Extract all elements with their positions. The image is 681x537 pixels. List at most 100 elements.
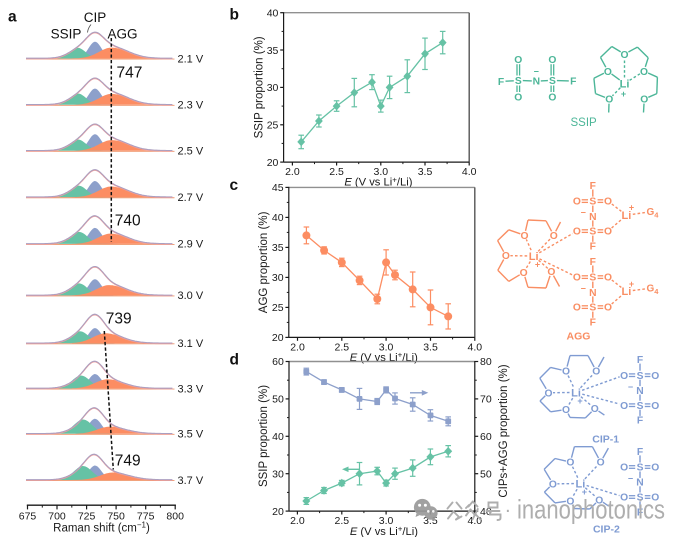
- svg-text:O: O: [573, 197, 581, 208]
- svg-text:O: O: [573, 303, 581, 314]
- svg-text:20: 20: [272, 332, 284, 344]
- svg-text:O: O: [620, 493, 628, 504]
- svg-text:+: +: [629, 279, 634, 289]
- svg-text:b: b: [230, 7, 239, 24]
- svg-text:inanophotonics: inanophotonics: [517, 495, 665, 525]
- svg-text:SSIP proportion (%): SSIP proportion (%): [254, 36, 266, 138]
- svg-text:S: S: [637, 493, 644, 504]
- svg-text:O: O: [548, 93, 556, 104]
- svg-text:35: 35: [272, 242, 284, 254]
- svg-text:40: 40: [267, 7, 279, 19]
- svg-text:F: F: [590, 242, 596, 253]
- svg-text:S: S: [515, 76, 522, 87]
- svg-text:740: 740: [115, 213, 141, 230]
- svg-text:Li: Li: [576, 479, 586, 491]
- svg-text:N: N: [533, 77, 540, 88]
- svg-text:O: O: [620, 50, 628, 61]
- svg-text:30: 30: [272, 468, 284, 480]
- svg-text:O: O: [562, 367, 570, 378]
- svg-text:O: O: [514, 93, 522, 104]
- svg-text:G4: G4: [647, 207, 660, 219]
- svg-text:O: O: [573, 273, 581, 284]
- svg-text:O: O: [620, 463, 628, 474]
- svg-text:a: a: [8, 9, 17, 26]
- svg-text:S: S: [589, 197, 596, 208]
- svg-text:+: +: [582, 487, 587, 497]
- svg-text:−: −: [628, 474, 633, 484]
- svg-text:+: +: [577, 396, 582, 406]
- svg-text:−: −: [581, 208, 586, 218]
- svg-text:O: O: [597, 458, 605, 469]
- svg-text:4.0: 4.0: [462, 166, 477, 178]
- svg-text:AGG proportion (%): AGG proportion (%): [258, 211, 270, 313]
- svg-text:O: O: [651, 371, 659, 382]
- svg-text:3.1 V: 3.1 V: [178, 338, 204, 350]
- svg-text:2.5: 2.5: [334, 515, 349, 527]
- svg-text:3.3 V: 3.3 V: [178, 383, 204, 395]
- svg-text:O: O: [550, 231, 558, 242]
- svg-text:F: F: [637, 447, 643, 458]
- svg-text:O: O: [549, 479, 557, 490]
- svg-text:O: O: [502, 251, 510, 262]
- svg-text:S: S: [637, 463, 644, 474]
- svg-text:+: +: [621, 89, 626, 99]
- svg-text:3.5 V: 3.5 V: [178, 429, 204, 441]
- svg-text:Raman shift (cm−1): Raman shift (cm−1): [53, 521, 150, 535]
- svg-text:O: O: [651, 401, 659, 412]
- svg-text:O: O: [604, 197, 612, 208]
- svg-text:3.0: 3.0: [373, 166, 388, 178]
- svg-text:775: 775: [137, 511, 155, 523]
- svg-text:Li: Li: [622, 286, 632, 298]
- svg-text:675: 675: [19, 511, 37, 523]
- svg-text:−: −: [534, 67, 539, 77]
- svg-text:3.5: 3.5: [423, 341, 438, 353]
- svg-text:O: O: [592, 367, 600, 378]
- svg-text:·: ·: [505, 500, 512, 522]
- svg-text:739: 739: [106, 311, 132, 328]
- svg-text:2.3 V: 2.3 V: [178, 100, 204, 112]
- svg-text:25: 25: [272, 302, 284, 314]
- svg-text:60: 60: [480, 431, 492, 443]
- svg-text:S: S: [549, 76, 556, 87]
- svg-text:O: O: [595, 495, 603, 506]
- svg-text:F: F: [637, 508, 643, 519]
- svg-text:725: 725: [78, 511, 96, 523]
- svg-text:2.0: 2.0: [290, 515, 305, 527]
- svg-text:F: F: [590, 181, 596, 192]
- svg-text:O: O: [520, 231, 528, 242]
- svg-text:2.0: 2.0: [285, 166, 300, 178]
- svg-text:S: S: [589, 273, 596, 284]
- svg-text:O: O: [573, 227, 581, 238]
- svg-text:S: S: [589, 227, 596, 238]
- svg-text:40: 40: [272, 212, 284, 224]
- svg-text:CIP-1: CIP-1: [592, 433, 619, 445]
- svg-text:O: O: [544, 388, 552, 399]
- svg-text:O: O: [620, 371, 628, 382]
- svg-text:Li: Li: [622, 210, 632, 222]
- svg-text:S: S: [589, 303, 596, 314]
- svg-text:−: −: [581, 284, 586, 294]
- svg-text:3.0 V: 3.0 V: [178, 290, 204, 302]
- svg-text:O: O: [640, 95, 648, 106]
- svg-text:O: O: [604, 67, 612, 78]
- svg-text:N: N: [636, 386, 643, 397]
- svg-text:F: F: [498, 77, 504, 88]
- svg-text:2.7 V: 2.7 V: [178, 192, 204, 204]
- svg-text:800: 800: [166, 511, 184, 523]
- svg-text:AGG: AGG: [567, 331, 591, 343]
- svg-text:SSIP: SSIP: [51, 27, 82, 42]
- svg-text:O: O: [566, 496, 574, 507]
- svg-text:2.5 V: 2.5 V: [178, 146, 204, 158]
- svg-text:Li: Li: [620, 78, 630, 90]
- svg-text:70: 70: [480, 394, 492, 406]
- svg-text:50: 50: [272, 394, 284, 406]
- svg-text:40: 40: [272, 431, 284, 443]
- svg-text:N: N: [589, 212, 596, 223]
- svg-text:O: O: [591, 404, 599, 415]
- svg-text:3.7 V: 3.7 V: [178, 475, 204, 487]
- svg-text:+: +: [629, 203, 634, 213]
- svg-text:Li: Li: [529, 251, 539, 263]
- svg-text:F: F: [590, 318, 596, 329]
- svg-text:750: 750: [107, 511, 125, 523]
- svg-text:O: O: [520, 268, 528, 279]
